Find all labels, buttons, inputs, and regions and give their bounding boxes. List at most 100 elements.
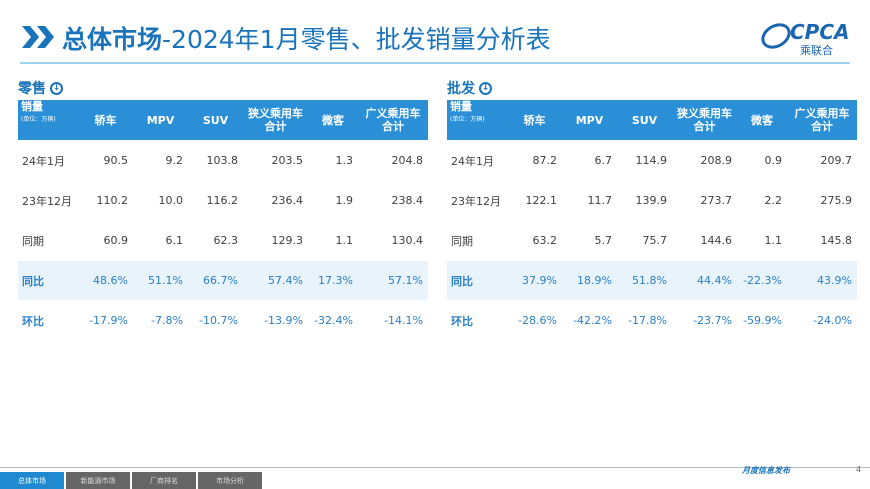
title-rest: -2024年1月零售、批发销量分析表 xyxy=(162,25,551,54)
table-row: 同期 60.9 6.1 62.3 129.3 1.1 130.4 xyxy=(18,221,428,261)
table-row: 24年1月 90.5 9.2 103.8 203.5 1.3 204.8 xyxy=(18,141,428,181)
table-cell: 51.1% xyxy=(148,274,183,287)
table-cell: 275.9 xyxy=(820,194,853,207)
header-text: 广义乘用车 xyxy=(794,107,850,120)
footer-tab[interactable]: 厂商排名 xyxy=(132,472,196,489)
title-rule xyxy=(20,62,850,64)
footer-note: 月度信息发布 xyxy=(742,466,790,475)
table-cell: -28.6% xyxy=(518,314,557,327)
table-cell: 114.9 xyxy=(635,154,668,167)
table-cell: 63.2 xyxy=(532,234,558,247)
table-cell: 17.3% xyxy=(318,274,353,287)
table-cell: 9.2 xyxy=(165,154,184,167)
header-row: 销量 (单位：万辆) 轿车 MPV SUV 狭义乘用车 合计 微客 广义乘用车 合计 xyxy=(447,100,857,141)
table-row: 同期 63.2 5.7 75.7 144.6 1.1 145.8 xyxy=(447,221,857,261)
title: 总体市场-2024年1月零售、批发销量分析表 xyxy=(62,20,551,56)
table-cell: 1.3 xyxy=(335,154,354,167)
table-cell: 44.4% xyxy=(697,274,732,287)
table-cell: 110.2 xyxy=(96,194,129,207)
footer-tab[interactable]: 新能源市场 xyxy=(66,472,130,489)
table-cell: 236.4 xyxy=(271,194,304,207)
table-cell: 57.1% xyxy=(388,274,423,287)
row-label: 同期 xyxy=(22,234,44,248)
header-text: 合计 xyxy=(811,120,833,133)
table-cell: -17.8% xyxy=(628,314,667,327)
header-text: 微客 xyxy=(322,113,344,127)
section-text: 零售 xyxy=(18,81,46,97)
header-cell: MPV xyxy=(133,100,188,140)
table-cell: 37.9% xyxy=(522,274,557,287)
footer-line xyxy=(0,467,870,468)
table-cell: 43.9% xyxy=(817,274,852,287)
section-icon: ↓ xyxy=(479,81,492,95)
header-cell: MPV xyxy=(562,100,617,140)
footer-tabs: 总体市场 新能源市场 厂商排名 市场分析 xyxy=(0,472,264,489)
header-text: 微客 xyxy=(751,113,773,127)
row-label: 24年1月 xyxy=(451,154,494,168)
table-cell: -10.7% xyxy=(199,314,238,327)
header-text: 轿车 xyxy=(523,113,546,127)
table: 销量 (单位：万辆) 轿车 MPV SUV 狭义乘用车 合计 微客 广义乘用车 合计 24年1月 90… xyxy=(18,100,428,341)
header-cell: 轿车 xyxy=(507,100,562,140)
table-cell: 103.8 xyxy=(206,154,239,167)
header-cell: 销量 (单位：万辆) xyxy=(18,100,78,140)
table-cell: 51.8% xyxy=(632,274,667,287)
table-cell: 144.6 xyxy=(700,234,733,247)
table-cell: -23.7% xyxy=(693,314,732,327)
table-cell: -7.8% xyxy=(151,314,183,327)
section-label: 零售 ↓ xyxy=(18,78,63,98)
table-cell: 1.1 xyxy=(335,234,354,247)
table: 销量 (单位：万辆) 轿车 MPV SUV 狭义乘用车 合计 微客 广义乘用车 合计 24年1月 87… xyxy=(447,100,857,341)
row-label: 同比 xyxy=(451,274,473,288)
header-cell: 狭义乘用车 合计 xyxy=(672,100,737,140)
table-row: 23年12月 110.2 10.0 116.2 236.4 1.9 238.4 xyxy=(18,181,428,221)
header-text: 合计 xyxy=(693,120,716,133)
table-cell: -32.4% xyxy=(314,314,353,327)
footer-tab[interactable]: 市场分析 xyxy=(198,472,262,489)
table-row: 环比 -28.6% -42.2% -17.8% -23.7% -59.9% -24.0% xyxy=(447,301,857,341)
table-cell: 203.5 xyxy=(271,154,304,167)
header-cell: 微客 xyxy=(308,100,358,140)
header-cell: 轿车 xyxy=(78,100,133,140)
table-cell: -14.1% xyxy=(384,314,423,327)
table-row: 同比 37.9% 18.9% 51.8% 44.4% -22.3% 43.9% xyxy=(447,261,857,301)
table-cell: -13.9% xyxy=(264,314,303,327)
table-cell: 90.5 xyxy=(103,154,129,167)
section-text: 批发 xyxy=(447,81,475,97)
logo-cn: 乘联合 xyxy=(800,44,833,57)
header-label: 销量 xyxy=(21,100,43,113)
table-cell: 48.6% xyxy=(93,274,128,287)
row-label: 同比 xyxy=(22,274,44,288)
table-cell: 57.4% xyxy=(268,274,303,287)
table-cell: 1.1 xyxy=(764,234,783,247)
table-cell: 1.9 xyxy=(335,194,354,207)
table-cell: 273.7 xyxy=(700,194,733,207)
footer-tab[interactable]: 总体市场 xyxy=(0,472,64,489)
header-text: MPV xyxy=(146,113,175,127)
header-text: 合计 xyxy=(264,120,287,133)
table-cell: 0.9 xyxy=(764,154,783,167)
table-cell: 75.7 xyxy=(642,234,668,247)
table-cell: 208.9 xyxy=(700,154,733,167)
header-text: 狭义乘用车 xyxy=(248,107,303,120)
table-cell: 238.4 xyxy=(391,194,424,207)
row-label: 23年12月 xyxy=(22,194,72,208)
table-row: 同比 48.6% 51.1% 66.7% 57.4% 17.3% 57.1% xyxy=(18,261,428,301)
header-cell: 微客 xyxy=(737,100,787,140)
row-label: 环比 xyxy=(451,314,473,328)
table-cell: 2.2 xyxy=(764,194,783,207)
table-row: 23年12月 122.1 11.7 139.9 273.7 2.2 275.9 xyxy=(447,181,857,221)
header-cell: SUV xyxy=(188,100,243,140)
table-cell: 60.9 xyxy=(103,234,129,247)
table-row: 24年1月 87.2 6.7 114.9 208.9 0.9 209.7 xyxy=(447,141,857,181)
logo-text: CPCA xyxy=(790,20,850,44)
header-text: SUV xyxy=(202,113,229,127)
table-cell: 6.7 xyxy=(594,154,613,167)
table-cell: 66.7% xyxy=(203,274,238,287)
table-cell: 139.9 xyxy=(635,194,668,207)
table-cell: 122.1 xyxy=(525,194,558,207)
table-cell: -59.9% xyxy=(743,314,782,327)
table-cell: 11.7 xyxy=(587,194,613,207)
page-number: 4 xyxy=(856,465,862,474)
header-cell: 广义乘用车 合计 xyxy=(787,100,857,140)
